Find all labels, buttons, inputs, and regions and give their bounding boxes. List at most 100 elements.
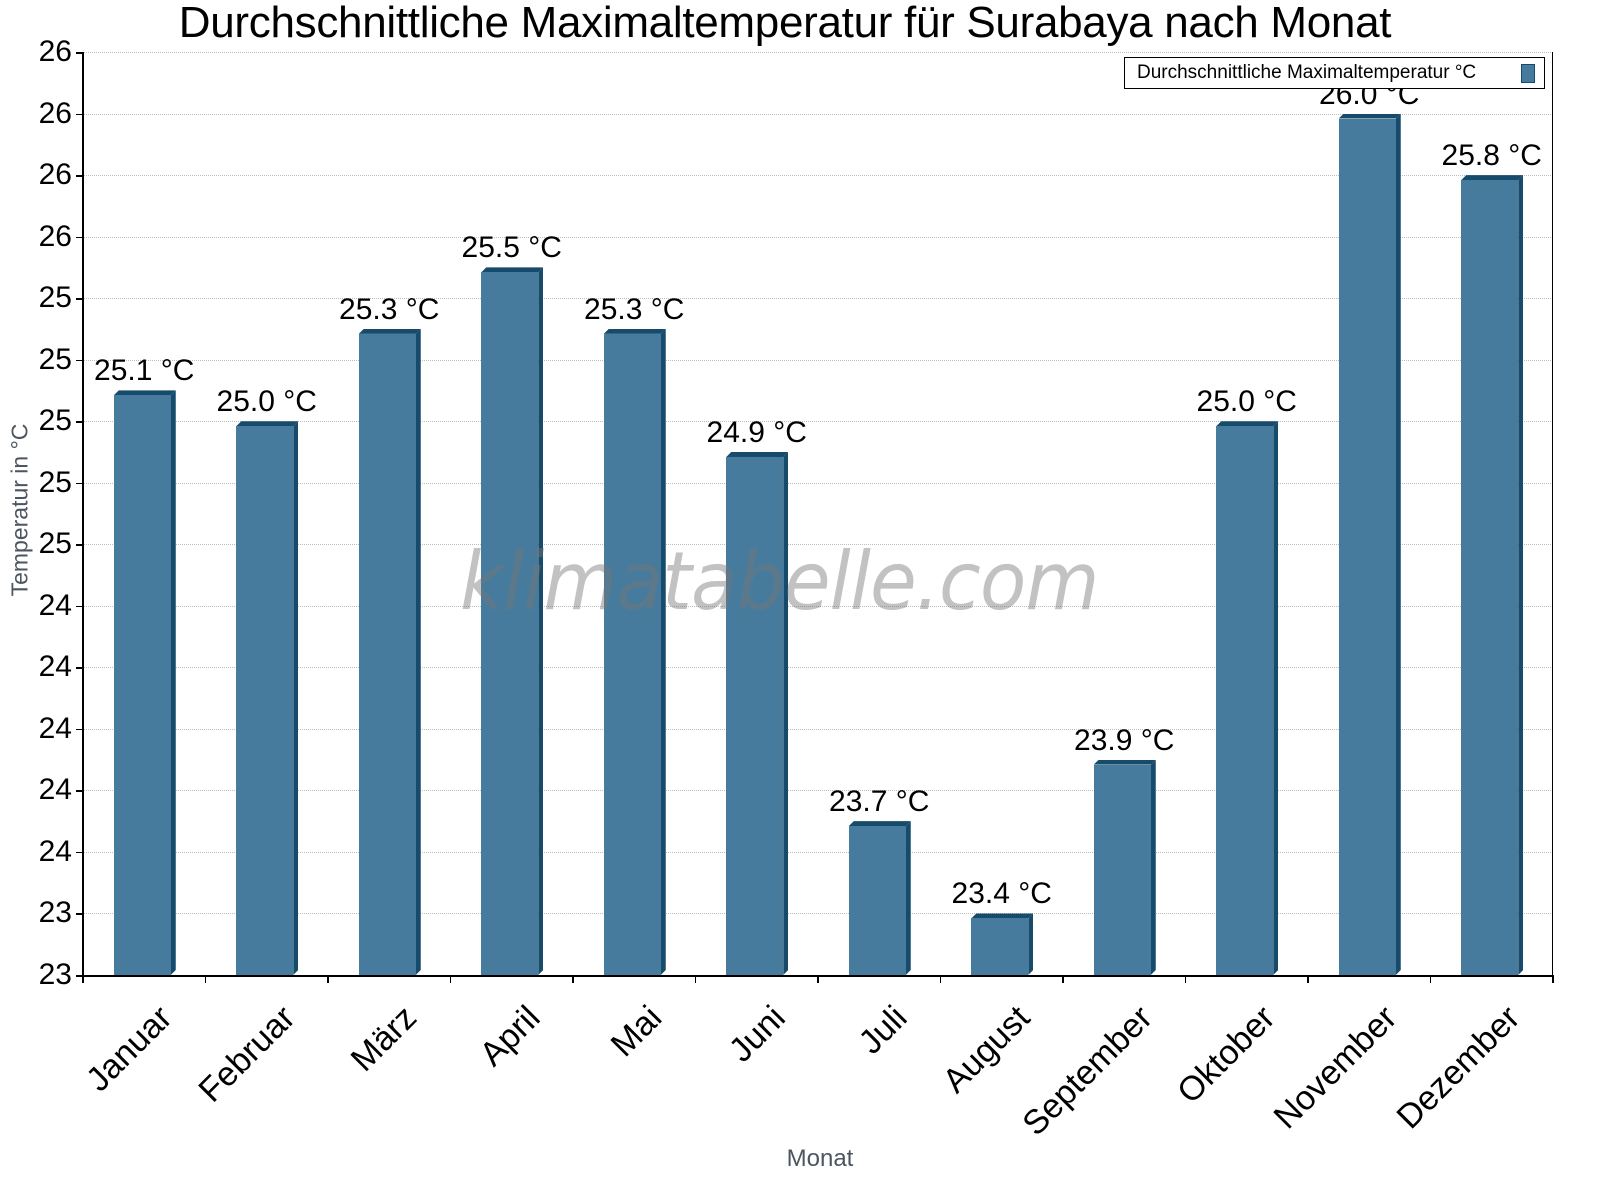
bar-side bbox=[293, 421, 298, 975]
legend-label: Durchschnittliche Maximaltemperatur °C bbox=[1137, 62, 1477, 83]
gridline bbox=[83, 913, 1553, 915]
y-tick-label: 26 bbox=[38, 96, 72, 130]
y-tick bbox=[76, 790, 83, 792]
bar-side bbox=[1273, 421, 1278, 975]
x-tick-label: November bbox=[1266, 998, 1405, 1137]
y-tick bbox=[76, 544, 83, 546]
bar-face bbox=[1338, 118, 1396, 975]
bar-side bbox=[416, 329, 421, 975]
gridline bbox=[83, 298, 1553, 300]
y-tick-label: 24 bbox=[38, 834, 72, 868]
bar-face bbox=[603, 333, 661, 975]
y-tick bbox=[76, 913, 83, 915]
bar-value-label: 25.3 °C bbox=[339, 292, 440, 326]
x-tick bbox=[1307, 975, 1309, 983]
x-tick-label: Oktober bbox=[1169, 998, 1283, 1111]
gridline bbox=[83, 359, 1553, 361]
bar-value-label: 25.0 °C bbox=[216, 385, 317, 419]
x-tick bbox=[82, 975, 84, 983]
y-tick bbox=[76, 52, 83, 54]
y-tick-label: 25 bbox=[38, 527, 72, 561]
x-tick-label: Mai bbox=[603, 998, 670, 1065]
plot-area bbox=[83, 52, 1553, 975]
bar-value-label: 25.0 °C bbox=[1196, 385, 1297, 419]
x-tick-label: August bbox=[935, 998, 1038, 1101]
bar-side bbox=[661, 329, 666, 975]
y-tick bbox=[76, 421, 83, 423]
x-tick-label: Juli bbox=[851, 998, 915, 1062]
y-tick bbox=[76, 728, 83, 731]
y-tick-label: 24 bbox=[38, 588, 72, 622]
y-tick-label: 23 bbox=[38, 958, 72, 991]
x-tick-label: März bbox=[343, 998, 425, 1079]
bar-face bbox=[236, 426, 294, 975]
x-tick bbox=[1552, 975, 1554, 983]
bar-value-label: 25.5 °C bbox=[461, 231, 562, 265]
x-tick-label: April bbox=[472, 998, 548, 1074]
gridline bbox=[83, 544, 1553, 546]
y-axis-title: Temperatur in °C bbox=[6, 423, 33, 597]
y-tick bbox=[76, 359, 83, 362]
x-tick bbox=[449, 975, 452, 983]
x-tick bbox=[694, 975, 697, 983]
gridline bbox=[83, 851, 1553, 853]
bar-side bbox=[1151, 760, 1156, 975]
y-tick bbox=[76, 605, 83, 608]
x-tick bbox=[1062, 975, 1064, 983]
y-tick bbox=[76, 113, 83, 116]
gridline bbox=[83, 421, 1553, 423]
bar-face bbox=[848, 826, 906, 975]
gridline bbox=[83, 52, 1553, 53]
bar-side bbox=[783, 452, 788, 975]
bar-side bbox=[1396, 114, 1401, 975]
bar-top bbox=[971, 913, 1033, 918]
bar-side bbox=[1518, 175, 1523, 975]
bar-value-label: 25.1 °C bbox=[94, 354, 195, 388]
gridline bbox=[83, 790, 1553, 792]
x-tick bbox=[327, 975, 329, 983]
y-tick-label: 25 bbox=[38, 281, 72, 315]
gridline bbox=[83, 482, 1553, 484]
legend: Durchschnittliche Maximaltemperatur °C bbox=[1124, 57, 1545, 89]
bar-value-label: 23.7 °C bbox=[829, 785, 930, 819]
bar-top bbox=[114, 390, 176, 395]
bar-top bbox=[849, 821, 911, 826]
bar-face bbox=[113, 395, 171, 975]
y-tick bbox=[76, 175, 83, 177]
y-tick bbox=[76, 236, 83, 239]
x-tick-label: Juni bbox=[721, 998, 793, 1070]
watermark: klimatabelle.com bbox=[460, 535, 1099, 628]
bar-top bbox=[481, 267, 543, 272]
x-tick-label: Februar bbox=[191, 998, 303, 1110]
bar-top bbox=[1094, 760, 1156, 765]
bar-value-label: 25.3 °C bbox=[584, 292, 685, 326]
y-tick-label: 25 bbox=[38, 404, 72, 438]
bar-top bbox=[1339, 114, 1401, 119]
bar-top bbox=[604, 329, 666, 334]
gridline bbox=[83, 236, 1553, 238]
y-tick-label: 26 bbox=[38, 35, 72, 68]
chart-title: Durchschnittliche Maximaltemperatur für … bbox=[178, 0, 1392, 47]
x-tick bbox=[817, 975, 819, 983]
bar-value-label: 23.4 °C bbox=[951, 877, 1052, 911]
bar-side bbox=[538, 267, 543, 975]
x-axis-title: Monat bbox=[786, 1145, 854, 1172]
y-tick-label: 25 bbox=[38, 342, 72, 376]
x-tick bbox=[572, 975, 574, 983]
x-tick bbox=[939, 975, 942, 983]
x-tick bbox=[1184, 975, 1187, 983]
bar-face bbox=[358, 333, 416, 975]
y-tick-label: 26 bbox=[38, 219, 72, 253]
bar-face bbox=[1216, 426, 1274, 975]
y-tick-label: 26 bbox=[38, 158, 72, 192]
bar-face bbox=[971, 918, 1029, 975]
bar-side bbox=[171, 390, 176, 975]
y-tick bbox=[76, 975, 83, 977]
bar-side bbox=[1028, 913, 1033, 975]
bar-face bbox=[1093, 764, 1151, 975]
gridline bbox=[83, 728, 1553, 730]
y-axis-line bbox=[82, 52, 84, 976]
bar-face bbox=[481, 272, 539, 975]
y-tick bbox=[76, 298, 83, 300]
y-tick-label: 24 bbox=[38, 773, 72, 807]
